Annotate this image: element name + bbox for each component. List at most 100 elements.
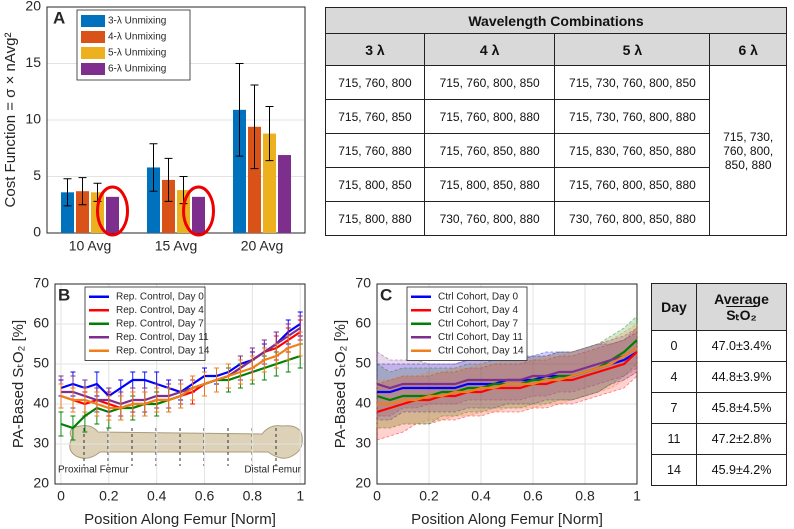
legend-label: Rep. Control, Day 7 (116, 318, 204, 329)
panel-label: A (53, 8, 65, 27)
table-title: Wavelength Combinations (325, 7, 787, 34)
y-tick-label: 0 (33, 224, 41, 240)
x-tick-label: 0.6 (195, 488, 215, 504)
bar (162, 179, 175, 233)
y-tick-label: 5 (33, 167, 41, 183)
bar (106, 196, 119, 233)
error-bar (78, 177, 87, 206)
error-bar (265, 105, 274, 162)
bar (278, 155, 291, 233)
table-cell: 45.9±4.2% (696, 454, 787, 486)
bar (263, 133, 276, 233)
y-tick-label: 60 (355, 315, 371, 331)
y-tick-label: 40 (33, 395, 49, 411)
y-tick-label: 50 (33, 355, 49, 371)
table-cell: 730, 760, 800, 880 (423, 201, 556, 236)
legend-label: 5-λ Unmixing (108, 48, 166, 59)
error-band (376, 323, 638, 429)
table-row: 715, 760, 800 715, 760, 800, 850 715, 730,… (325, 65, 787, 236)
bar (61, 192, 74, 233)
panel-label: C (380, 285, 392, 304)
y-tick-label: 40 (355, 395, 371, 411)
series-line (377, 347, 638, 406)
x-tick-label: 10 Avg (69, 238, 112, 254)
header-line: SₜO₂ (726, 306, 757, 323)
table-cell: 45.8±4.5% (696, 392, 787, 424)
table-row: 715, 800, 850 715, 800, 850, 880 715, 760,… (325, 167, 787, 202)
y-axis-label: PA-Based SₜO₂ [%] (10, 320, 27, 448)
error-bar (63, 178, 72, 207)
table-cell: 47.0±3.4% (696, 330, 787, 362)
legend-label: Rep. Control, Day 4 (116, 305, 204, 316)
table-row: 11 47.2±2.8% (651, 423, 787, 455)
y-tick-label: 10 (25, 111, 41, 127)
table-row: 715, 760, 850 715, 760, 800, 880 715, 730,… (325, 99, 787, 134)
table-row: 0 47.0±3.4% (651, 330, 787, 362)
legend-swatch (81, 15, 105, 27)
legend-swatch (81, 63, 105, 75)
x-tick-label: 20 Avg (241, 238, 284, 254)
table-cell: 715, 760, 800, 880 (423, 99, 556, 134)
table-cell: 715, 760, 850 (325, 99, 425, 134)
merged-cell: 715, 730, 760, 800, 850, 880 (709, 65, 787, 236)
table-cell: 0 (651, 330, 697, 362)
error-band (376, 327, 638, 417)
y-axis-label: Cost Function = σ × nAvg² (2, 33, 19, 208)
error-band (376, 315, 638, 429)
header-line: Average (714, 290, 769, 307)
column-header: Average SₜO₂ (696, 283, 787, 331)
column-header: 6 λ (709, 33, 787, 66)
header-row: Wavelength Combinations (325, 7, 787, 34)
x-axis-label: Position Along Femur [Norm] (411, 511, 603, 528)
x-tick-label: 15 Avg (155, 238, 198, 254)
y-tick-label: 50 (355, 355, 371, 371)
error-bar (235, 63, 244, 157)
table-cell: 7 (651, 392, 697, 424)
table-cell: 44.8±3.9% (696, 361, 787, 393)
column-header: Day (651, 283, 697, 331)
legend-box (84, 286, 206, 361)
x-tick-label: 0.8 (575, 488, 595, 504)
annotation: Proximal Femur (58, 465, 129, 476)
table-cell: 11 (651, 423, 697, 455)
bone-image (69, 425, 303, 466)
y-tick-label: 30 (355, 435, 371, 451)
axes-frame (54, 283, 306, 485)
legend-label: Rep. Control, Day 0 (116, 291, 204, 302)
annotation: Distal Femur (244, 465, 301, 476)
error-bar (149, 143, 158, 192)
y-tick-label: 20 (25, 0, 41, 14)
x-tick-label: 0.2 (419, 488, 439, 504)
table-cell: 715, 760, 800 (325, 65, 425, 100)
error-bar (164, 157, 173, 202)
y-tick-label: 70 (33, 275, 49, 291)
table-cell: 715, 800, 850 (325, 167, 425, 202)
panel-label: B (58, 285, 70, 304)
y-tick-label: 70 (355, 275, 371, 291)
x-tick-label: 0.4 (471, 488, 491, 504)
bar (233, 109, 246, 233)
day-table: Day Average SₜO₂ 0 47.0±3.4% 4 44.8±3.9% 7 45.8±… (651, 283, 787, 486)
highlight-ellipse (96, 185, 129, 237)
table-cell: 47.2±2.8% (696, 423, 787, 455)
bar (192, 196, 205, 233)
table-cell: 715, 800, 850, 880 (423, 167, 556, 202)
table-cell: 715, 730, 760, 800, 850 (554, 65, 711, 100)
column-header: 5 λ (554, 33, 711, 66)
table-cell: 715, 760, 850, 880 (423, 133, 556, 168)
x-tick-label: 0.4 (147, 488, 167, 504)
femur (69, 425, 303, 459)
legend-label: Ctrl Cohort, Day 7 (438, 318, 518, 329)
x-tick-label: 0.2 (99, 488, 119, 504)
series-line (376, 351, 638, 414)
column-header: 4 λ (423, 33, 556, 66)
table-cell: 715, 730, 760, 800, 880 (554, 99, 711, 134)
bar (147, 167, 160, 233)
column-header: 3 λ (325, 33, 425, 66)
y-tick-label: 30 (33, 435, 49, 451)
legend-swatch (81, 47, 105, 59)
